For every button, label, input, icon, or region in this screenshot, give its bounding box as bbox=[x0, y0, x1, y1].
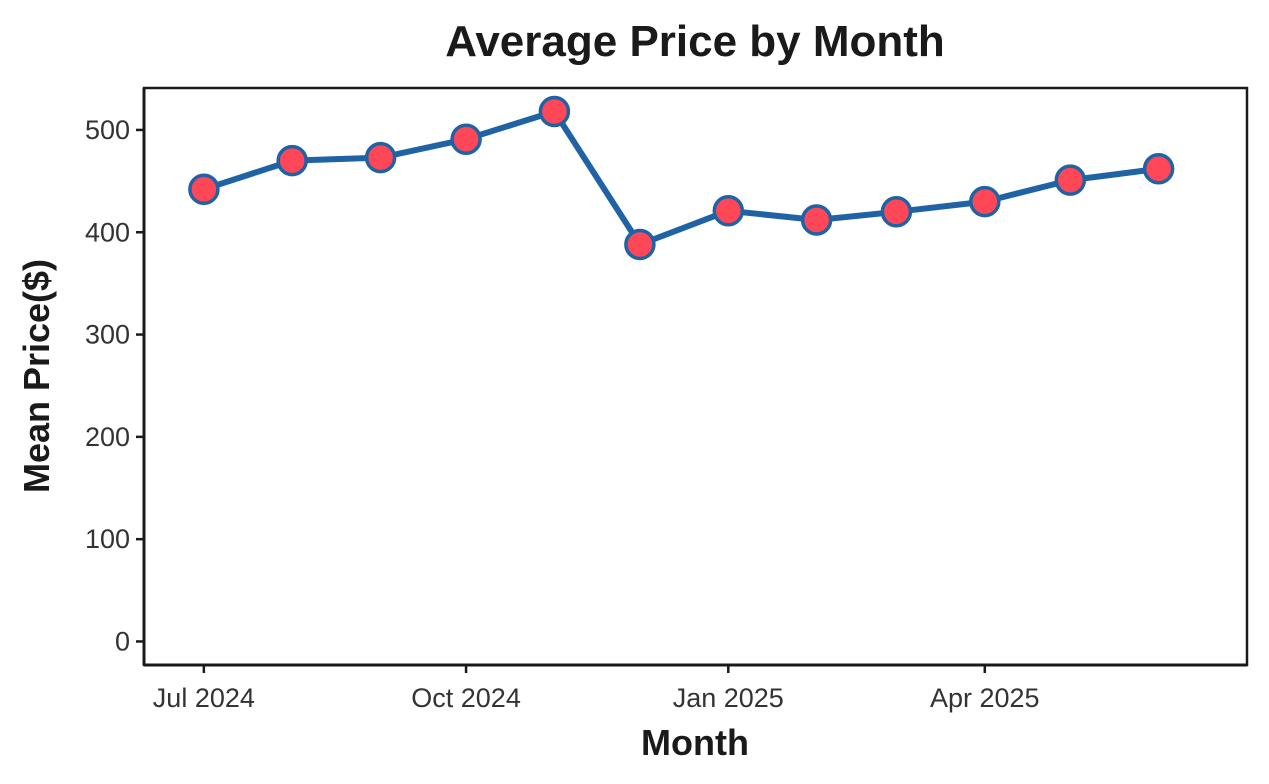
x-tick-label: Jul 2024 bbox=[153, 683, 255, 713]
data-point bbox=[880, 196, 913, 228]
chart-title: Average Price by Month bbox=[445, 17, 945, 66]
y-tick-label: 100 bbox=[85, 524, 130, 554]
y-tick-label: 300 bbox=[85, 320, 130, 350]
data-point bbox=[538, 95, 571, 128]
x-axis-title: Month bbox=[641, 722, 749, 763]
data-point bbox=[364, 141, 397, 174]
data-point bbox=[1054, 164, 1087, 196]
y-tick-label: 400 bbox=[85, 217, 130, 247]
data-point bbox=[1142, 153, 1175, 185]
y-tick-label: 0 bbox=[115, 626, 130, 656]
data-point bbox=[188, 173, 220, 206]
plot-area: 0 100 200 300 400 500 Jul 2024 Oct 2024 Jan 2025… bbox=[85, 86, 1249, 713]
x-tick-label: Oct 2024 bbox=[411, 683, 521, 713]
x-tick-label: Apr 2025 bbox=[930, 683, 1040, 713]
y-tick-label: 200 bbox=[85, 422, 130, 452]
y-tick-label: 500 bbox=[85, 115, 130, 145]
y-axis-title: Mean Price($) bbox=[16, 259, 57, 493]
data-point bbox=[624, 228, 656, 261]
data-point bbox=[276, 144, 308, 177]
series-line bbox=[200, 108, 1162, 248]
data-point bbox=[450, 123, 482, 155]
data-point bbox=[800, 204, 833, 236]
data-point bbox=[969, 185, 1001, 218]
x-tick-label: Jan 2025 bbox=[673, 683, 784, 713]
data-point bbox=[712, 195, 745, 227]
